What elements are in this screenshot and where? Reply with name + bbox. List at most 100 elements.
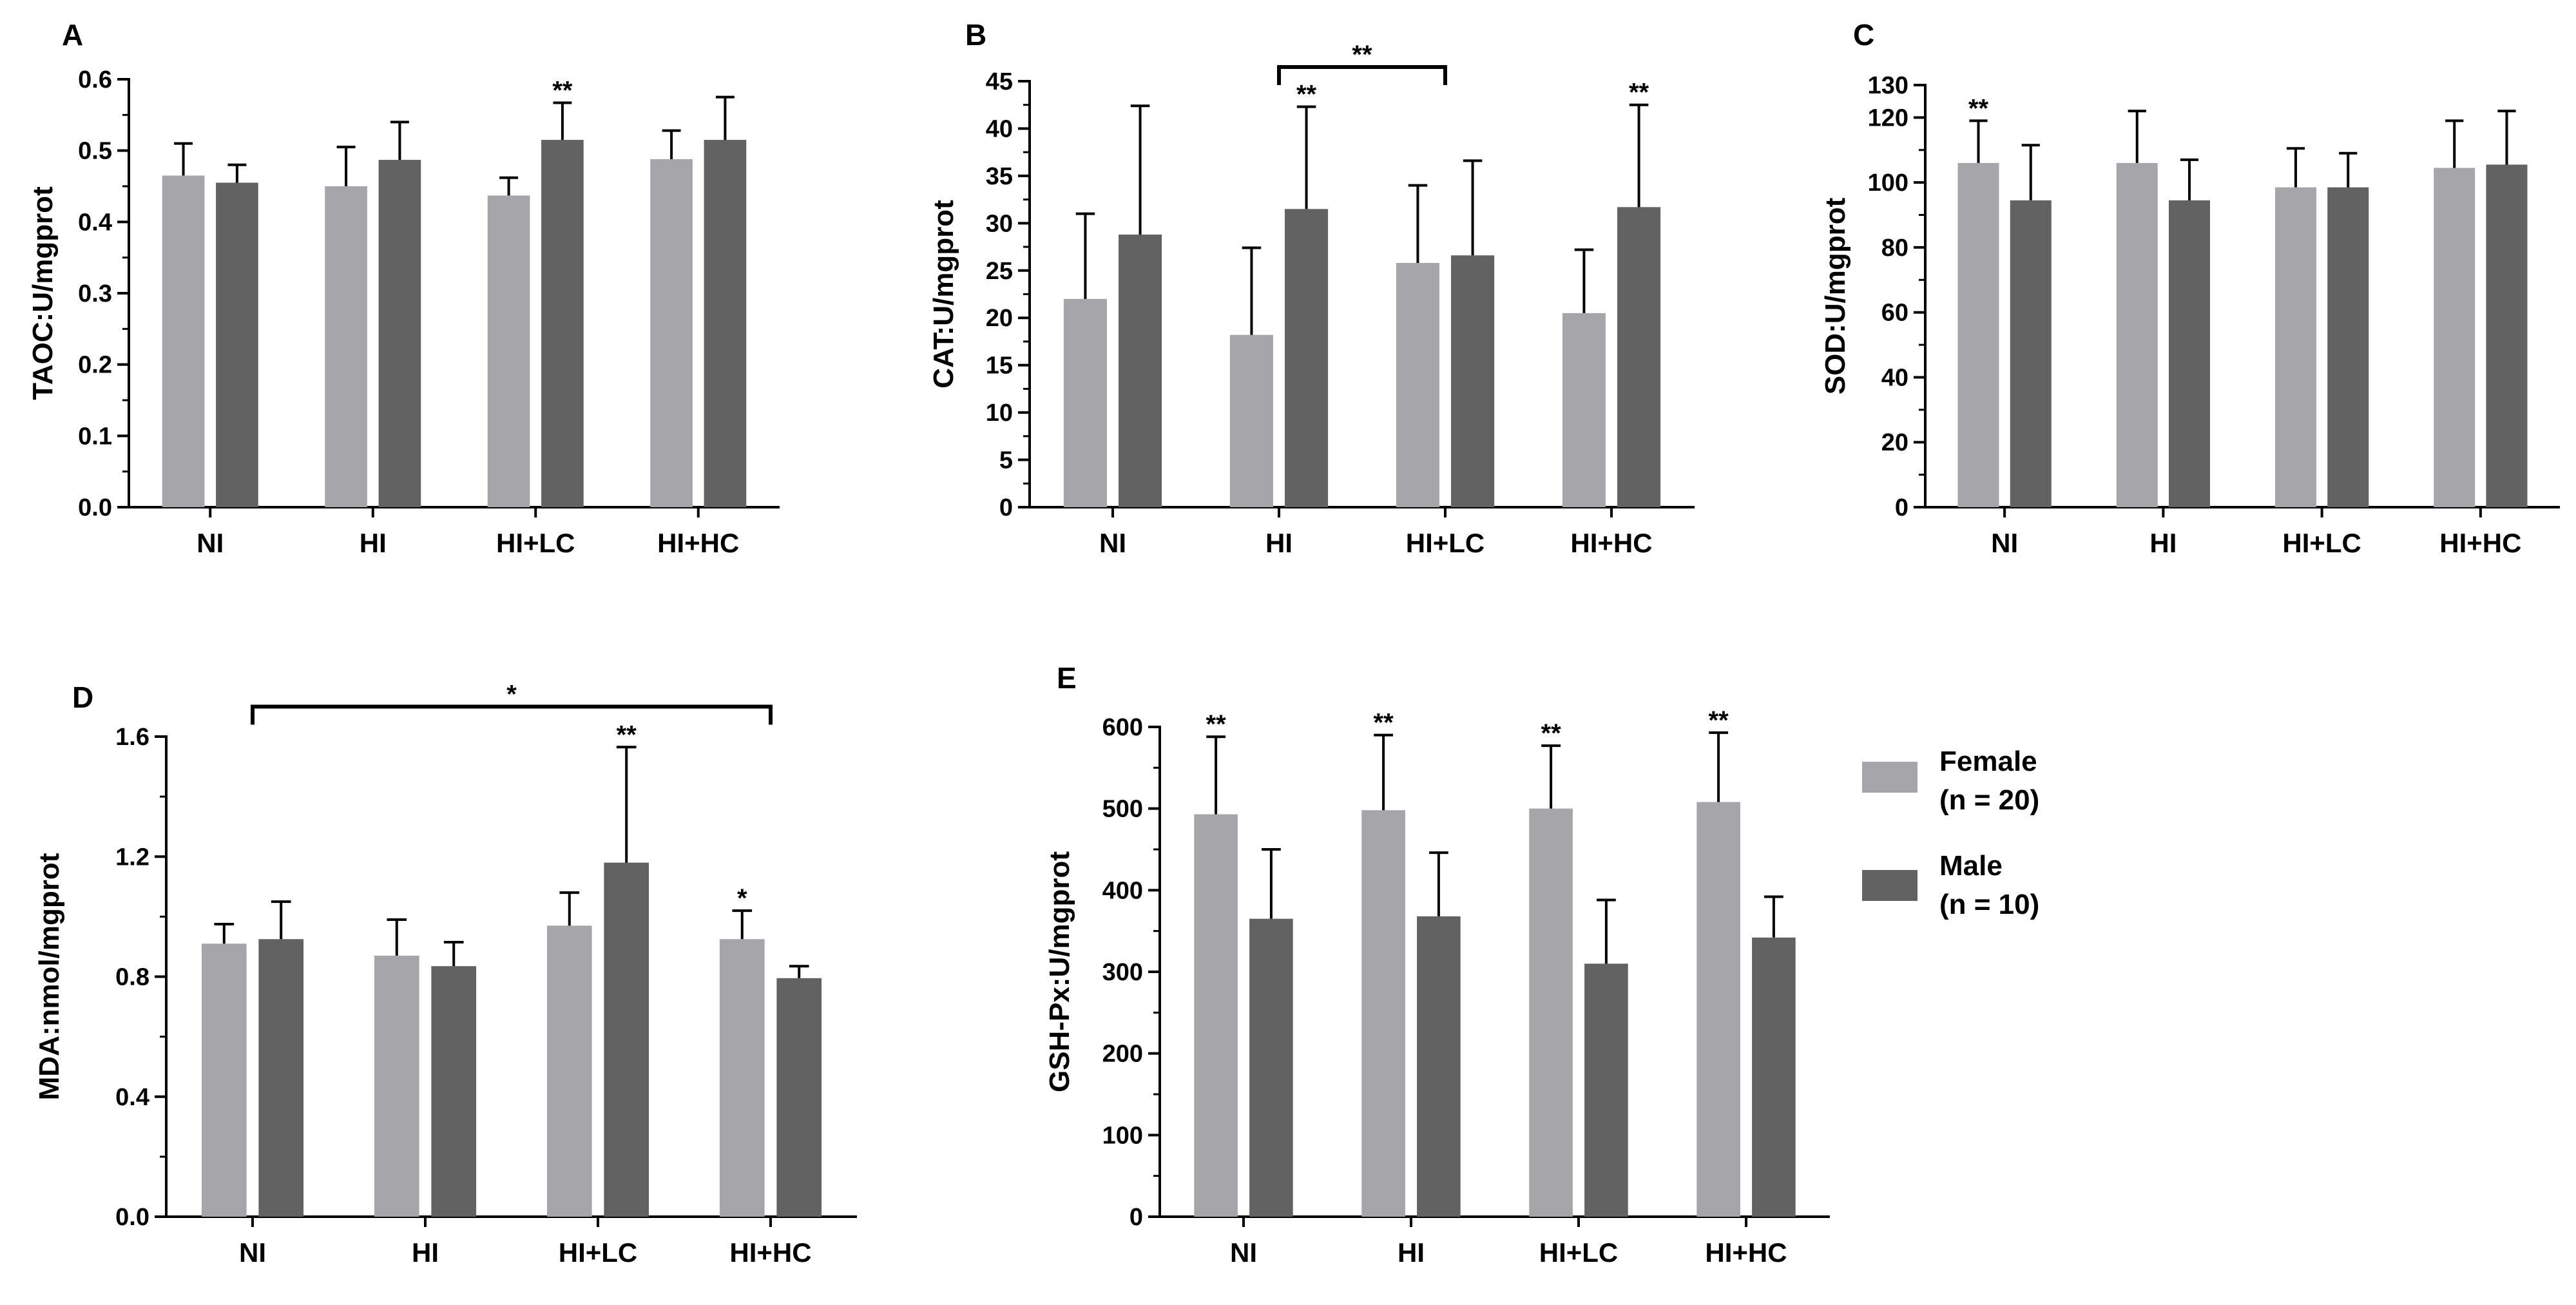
bar-male-hi [1285,209,1329,507]
y-axis-label: MDA:nmol/mgprot [34,853,65,1100]
bar-female-hi-hc [650,159,693,508]
y-axis-label: CAT:U/mgprot [928,200,959,389]
bar-female-ni [1063,298,1107,507]
y-tick-label: 100 [1868,169,1908,197]
y-tick-label: 0.2 [78,352,112,379]
x-tick-label: HI [1398,1237,1425,1268]
y-tick-label: 25 [986,258,1013,285]
y-tick-label: 0.0 [115,1204,149,1231]
bar-female-hi-lc [1396,263,1439,507]
y-tick-label: 0.4 [78,209,112,236]
y-tick-label: 20 [986,305,1013,332]
panel-a: A TAOC:U/mgprot 0.0 0.1 0.2 0.3 0.4 0.5 0.6 NI HI H… [27,18,780,558]
y-tick-label: 40 [1881,364,1908,391]
bar-male-hi-lc [604,862,649,1217]
bar-male-hi-lc [1451,255,1495,507]
bar-female-hi-lc [487,195,530,507]
x-tick-label: NI [1230,1237,1257,1268]
x-tick-label: HI [1265,528,1293,558]
y-tick-label: 30 [986,210,1013,237]
y-tick-label: 1.2 [115,844,149,871]
x-tick-label: HI+LC [1539,1237,1619,1268]
legend: Female (n = 20) Male (n = 10) [1862,746,2039,920]
y-tick-label: 15 [986,353,1013,380]
panel-c: C SOD:U/mgprot 0 20 40 60 80 100 120 130 NI HI HI+LC… [1820,18,2560,558]
bar-female-ni [162,175,205,507]
significance-marker: ** [1296,81,1317,109]
y-tick-label: 130 [1868,72,1908,99]
x-tick-label: HI+HC [729,1237,811,1268]
bar-male-hi-lc [541,140,584,508]
x-tick-label: HI [412,1237,439,1268]
legend-label-female: Female [1939,746,2037,777]
bar-female-hi-lc [2274,187,2317,507]
significance-bracket [1277,64,1447,85]
x-tick-label: HI+LC [496,528,575,558]
significance-marker: ** [1629,79,1649,107]
x-tick-label: HI+LC [1406,528,1485,558]
x-tick-label: NI [197,528,224,558]
x-tick-label: HI+LC [559,1237,638,1268]
x-tick-label: HI+HC [1570,528,1652,558]
y-axis-label: TAOC:U/mgprot [27,186,59,400]
bar-male-ni [216,182,258,507]
legend-swatch-female [1862,762,1918,793]
x-tick-label: HI+HC [657,528,739,558]
bar-female-hi-hc [1562,313,1606,507]
y-tick-label: 500 [1102,796,1143,823]
bracket-marker: ** [1352,41,1372,69]
legend-n-female: (n = 20) [1939,784,2039,816]
x-tick-label: HI [360,528,387,558]
y-tick-label: 10 [986,400,1013,427]
bar-male-hi-lc [1584,963,1628,1217]
bar-female-hi [325,186,367,507]
y-tick-label: 0.6 [78,66,112,93]
bar-female-hi [374,955,419,1217]
y-tick-label: 45 [986,68,1013,95]
y-tick-label: 0.0 [78,494,112,521]
bar-male-hi-hc [1752,937,1796,1217]
bar-male-hi-hc [704,140,747,508]
y-tick-label: 0 [1895,494,1908,521]
x-tick-label: NI [1099,528,1126,558]
bar-female-hi-lc [1529,808,1573,1217]
legend-n-male: (n = 10) [1939,889,2039,920]
y-axis-label: GSH-Px:U/mgprot [1044,851,1075,1092]
significance-marker: ** [1541,719,1562,748]
y-tick-label: 5 [999,447,1013,474]
y-tick-label: 200 [1102,1041,1143,1068]
bar-male-hi-lc [2327,187,2369,507]
panel-letter: B [965,18,986,52]
bar-female-ni [1957,162,1999,507]
panel-b: B CAT:U/mgprot 0 5 10 15 20 25 30 35 40 45 NI HI HI+LC… [928,18,1695,558]
bar-male-hi [431,966,477,1217]
bar-female-hi-hc [1697,802,1740,1217]
bar-male-hi-hc [776,978,822,1217]
significance-marker: ** [1206,710,1227,739]
panel-e: E GSH-Px:U/mgprot 0 100 200 300 400 500 600 NI HI H… [1044,661,1830,1268]
significance-marker: * [737,884,747,913]
y-tick-label: 35 [986,163,1013,190]
significance-bracket [251,704,773,725]
y-tick-label: 0 [999,494,1013,521]
x-tick-label: HI [2149,528,2177,558]
x-tick-label: HI+LC [2282,528,2361,558]
y-tick-label: 0 [1129,1204,1143,1231]
y-tick-label: 120 [1868,104,1908,131]
significance-marker: ** [617,720,637,749]
x-tick-label: HI+HC [1705,1237,1787,1268]
y-tick-label: 0.8 [115,964,149,991]
bar-male-ni [1249,918,1293,1217]
bar-female-hi [1229,334,1273,507]
y-tick-label: 80 [1881,235,1908,262]
bracket-marker: * [506,680,517,708]
bar-female-hi [2116,162,2158,507]
y-tick-label: 600 [1102,714,1143,741]
bar-female-hi-lc [546,925,592,1217]
y-tick-label: 400 [1102,877,1143,904]
significance-marker: ** [1968,94,1989,122]
y-tick-label: 0.1 [78,423,112,450]
legend-label-male: Male [1939,850,2003,882]
y-tick-label: 0.5 [78,138,112,165]
